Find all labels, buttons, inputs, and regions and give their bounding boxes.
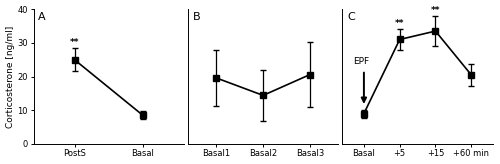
Text: B: B [192,12,200,22]
Text: **: ** [395,19,404,28]
Text: **: ** [430,6,440,15]
Text: C: C [347,12,354,22]
Text: EPF: EPF [353,57,370,66]
Text: **: ** [70,38,80,47]
Text: A: A [38,12,46,22]
Y-axis label: Corticosterone [ng/ml]: Corticosterone [ng/ml] [6,25,15,128]
